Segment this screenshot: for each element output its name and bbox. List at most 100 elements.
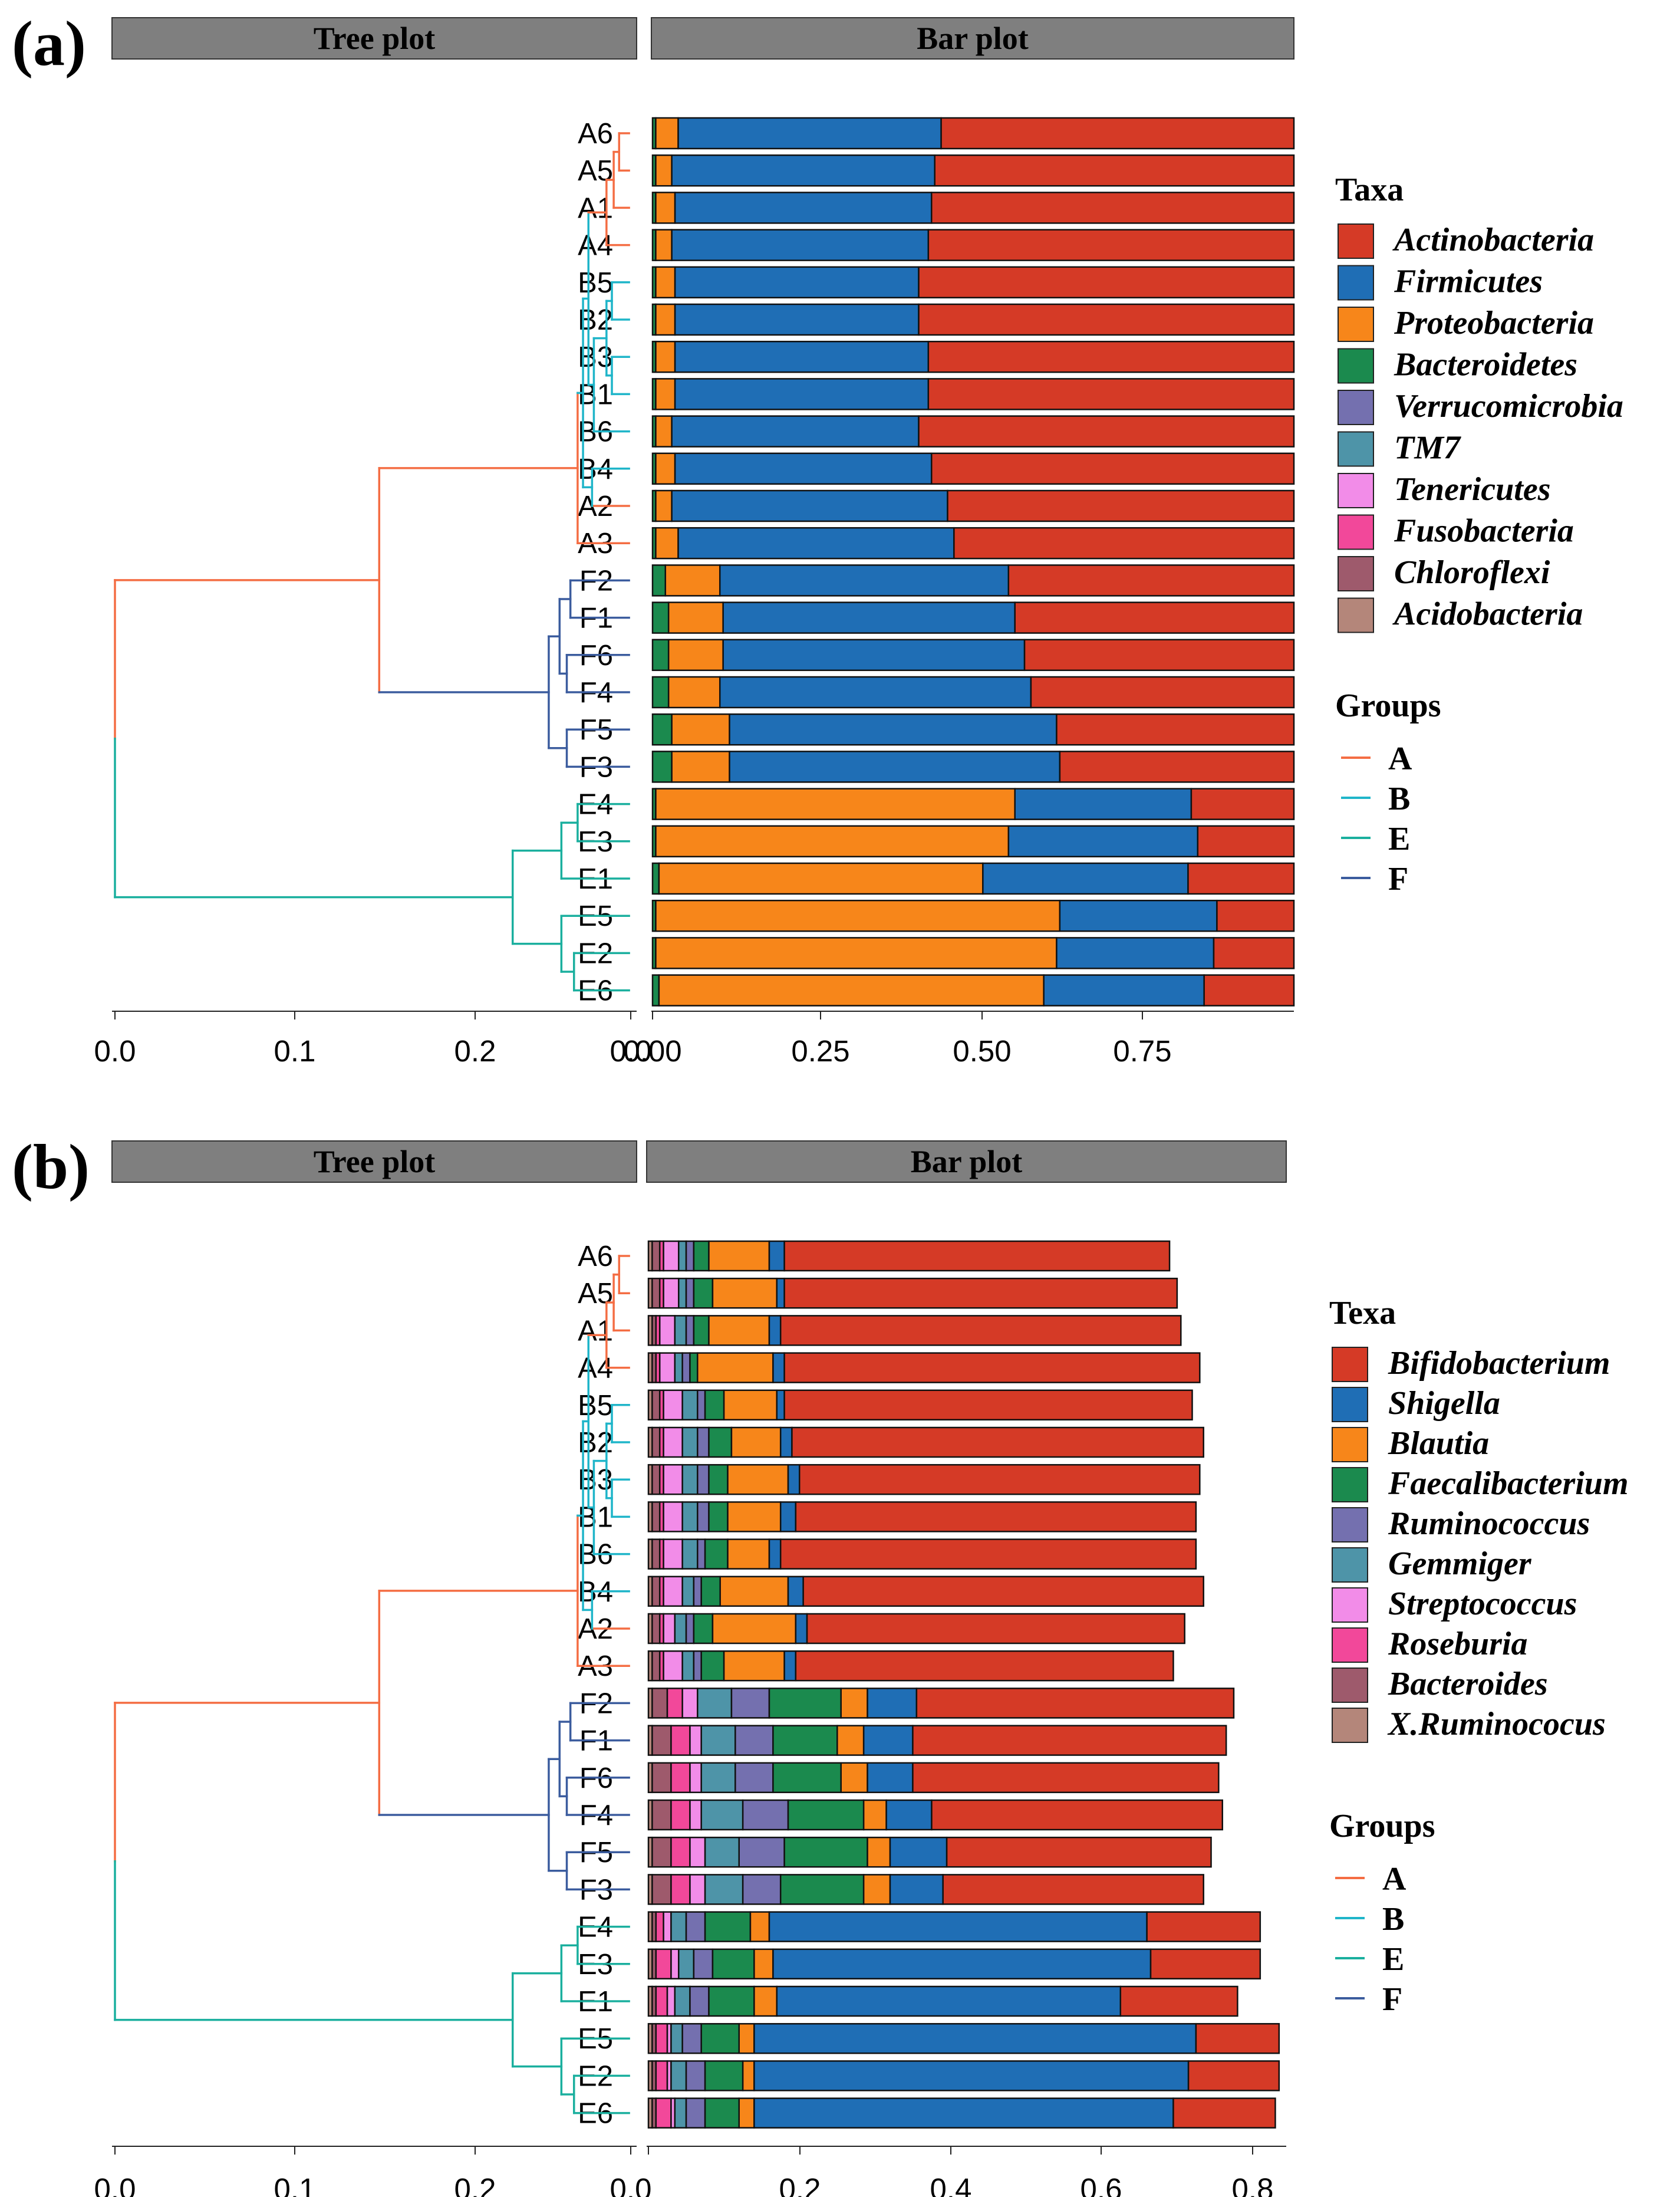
bar-segment-bacteroidetes	[651, 974, 660, 1007]
bar-F5	[647, 1836, 1212, 1868]
bar-segment-firmicutes	[677, 117, 942, 150]
bar-segment-blautia	[730, 1426, 782, 1458]
bar-F3	[647, 1874, 1204, 1905]
bar-segment-firmicutes	[1059, 899, 1218, 932]
tree-plot-strip	[111, 1140, 637, 1183]
bar-segment-bacteroidetes	[651, 639, 670, 672]
sample-label-A1: A1	[578, 1315, 613, 1347]
legend-label: X.Ruminococus	[1387, 1706, 1606, 1742]
legend-label: Faecalibacterium	[1388, 1465, 1629, 1502]
bar-segment-actinobacteria	[1014, 601, 1295, 634]
legend-swatch	[1338, 390, 1374, 425]
bar-segment-firmicutes	[671, 154, 935, 187]
bar-segment-blautia	[727, 1538, 770, 1570]
bar-segment-bifidobacterium	[912, 1725, 1227, 1756]
legend-label: Chloroflexi	[1394, 554, 1550, 591]
bar-segment-roseburia	[655, 1911, 664, 1942]
bar-segment-actinobacteria	[1190, 788, 1295, 820]
bar-segment-blautia	[862, 1799, 887, 1831]
bar-segment-streptococcus	[658, 1315, 676, 1346]
bar-segment-actinobacteria	[1213, 937, 1295, 969]
bar-axis-tick-label: 0.00	[623, 1034, 681, 1068]
tree-axis-tick-label: 0.0	[610, 2172, 652, 2197]
bar-segment-shigella	[768, 1240, 785, 1272]
bar-segment-bacteroidetes	[651, 564, 667, 597]
bar-F4	[651, 676, 1295, 709]
bar-segment-actinobacteria	[934, 154, 1295, 187]
bar-segment-actinobacteria	[1007, 564, 1295, 597]
bar-A1	[647, 1315, 1182, 1346]
bar-segment-streptococcus	[666, 1985, 676, 2017]
bar-segment-blautia	[836, 1725, 865, 1756]
bar-segment-ruminococcus	[681, 1352, 691, 1383]
bar-segment-firmicutes	[722, 639, 1026, 672]
bar-segment-firmicutes	[982, 862, 1189, 895]
bar-segment-ruminococcus	[697, 1463, 710, 1495]
legend-label: Fusobacteria	[1394, 513, 1574, 550]
bar-segment-firmicutes	[1043, 974, 1205, 1007]
bar-segment-streptococcus	[670, 1948, 680, 1980]
bar-segment-proteobacteria	[655, 825, 1010, 858]
bar-F4	[647, 1799, 1223, 1831]
bar-A1	[651, 192, 1295, 224]
bar-segment-shigella	[776, 1277, 785, 1309]
bar-segment-gemmiger	[681, 1463, 699, 1495]
bar-segment-blautia	[711, 1277, 778, 1309]
bar-segment-ruminococcus	[734, 1762, 774, 1794]
bar-segment-streptococcus	[663, 1277, 680, 1309]
bar-segment-faecalibacterium	[704, 1389, 725, 1421]
bar-segment-blautia	[738, 2022, 755, 2054]
bar-segment-firmicutes	[722, 601, 1016, 634]
bar-segment-ruminococcus	[738, 1836, 785, 1868]
bar-segment-ruminococcus	[689, 1985, 710, 2017]
bar-segment-bacteroidetes	[651, 676, 670, 709]
bar-segment-shigella	[768, 1538, 782, 1570]
tree-axis-tick-label: 0.0	[94, 2172, 136, 2197]
tree-axis-tick-label: 0.0	[610, 1034, 652, 1068]
group-legend-label: F	[1382, 1981, 1402, 2018]
bar-segment-shigella	[787, 1576, 804, 1607]
panel-a: (a) Tree plot Bar plotA6A5A1A4B5B2B3B1B6B4…	[12, 9, 1623, 1068]
bar-segment-streptococcus	[663, 1650, 683, 1682]
bar-segment-ruminococcus	[697, 1538, 706, 1570]
bar-B1	[647, 1501, 1197, 1532]
legend-swatch	[1338, 265, 1374, 301]
bar-segment-ruminococcus	[697, 1501, 710, 1532]
dendrogram	[114, 1255, 630, 2114]
bar-segment-ruminococcus	[681, 2022, 702, 2054]
bar-segment-faecalibacterium	[704, 1538, 729, 1570]
legend-label: Proteobacteria	[1394, 305, 1594, 341]
bar-B4	[647, 1576, 1204, 1607]
bar-segment-actinobacteria	[1187, 862, 1295, 895]
bar-segment-bacteroides	[651, 1874, 672, 1905]
tree-plot-strip-title: Tree plot	[314, 21, 435, 56]
bar-segment-faecalibacterium	[704, 1911, 752, 1942]
bar-segment-bifidobacterium	[1119, 1985, 1238, 2017]
bar-segment-bifidobacterium	[1187, 2060, 1280, 2091]
legend-swatch	[1332, 1507, 1368, 1542]
legend-label: Bacteroidetes	[1394, 347, 1577, 383]
legend-label: Ruminococcus	[1388, 1505, 1590, 1542]
sample-label-A5: A5	[578, 155, 613, 187]
bar-segment-faecalibacterium	[779, 1874, 865, 1905]
legend-swatch	[1338, 223, 1374, 259]
bar-segment-bifidobacterium	[779, 1538, 1197, 1570]
bar-segment-actinobacteria	[927, 340, 1295, 373]
bar-segment-shigella	[776, 1389, 785, 1421]
bar-segment-faecalibacterium	[768, 1688, 842, 1719]
bar-segment-blautia	[723, 1389, 778, 1421]
bar-segment-streptococcus	[689, 1836, 706, 1868]
bar-segment-proteobacteria	[655, 266, 676, 299]
bar-F1	[647, 1725, 1227, 1756]
bar-segment-streptococcus	[663, 1240, 680, 1272]
bar-segment-bifidobacterium	[1172, 2097, 1276, 2129]
taxa-legend: Taxa Actinobacteria Firmicutes Proteobacter…	[1335, 172, 1623, 633]
legend-swatch	[1338, 307, 1374, 342]
bar-segment-bacteroides	[651, 1613, 661, 1645]
bar-segment-bacteroides	[651, 1389, 661, 1421]
bar-segment-bacteroides	[651, 1240, 661, 1272]
bar-segment-firmicutes	[671, 229, 930, 261]
bar-segment-streptococcus	[663, 1426, 683, 1458]
bar-segment-firmicutes	[674, 192, 933, 224]
bar-segment-faecalibacterium	[787, 1799, 865, 1831]
